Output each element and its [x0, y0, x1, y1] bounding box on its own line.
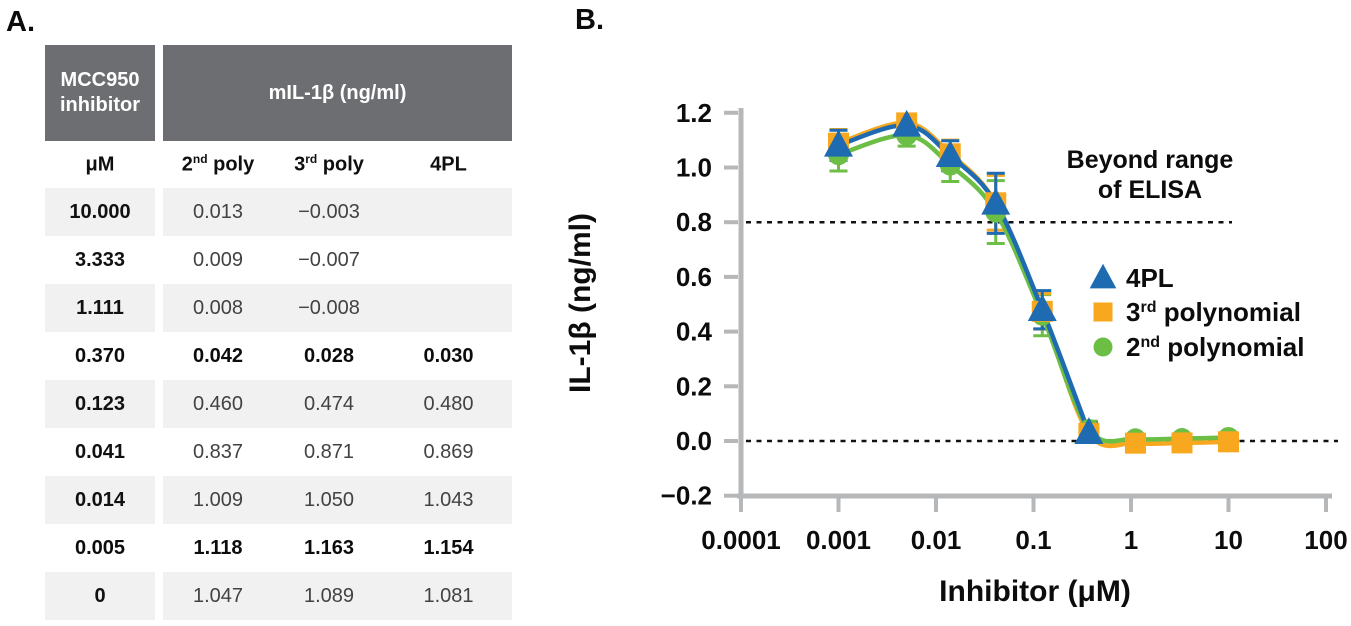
cell-um: 3.333 [45, 236, 163, 284]
cell-2nd-poly: 0.460 [163, 380, 273, 428]
cell-2nd-poly: 0.042 [192, 344, 244, 367]
header-mil1b: mIL-1β (ng/ml) [163, 45, 512, 141]
square-marker [1218, 431, 1239, 453]
circle-marker [1093, 337, 1113, 357]
panel-a-label: A. [6, 6, 35, 38]
cell-4pl: 1.081 [385, 572, 512, 620]
triangle-marker [1027, 294, 1057, 321]
y-tick-label: −0.2 [661, 481, 712, 511]
cell-3rd-poly: 0.028 [303, 344, 355, 367]
y-tick-label: 0.6 [676, 262, 712, 292]
cell-um: 0.123 [45, 380, 163, 428]
table-subheader-row: μM 2nd poly 3rd poly 4PL [45, 141, 512, 188]
y-tick-label: 0.2 [676, 371, 712, 401]
table-row: 0.370 0.042 0.028 0.030 [45, 332, 512, 380]
panel-b-label: B. [575, 4, 604, 36]
y-tick-label: 1.2 [676, 98, 712, 128]
table-row: 0.041 0.837 0.871 0.869 [45, 428, 512, 476]
table-row: 1.111 0.008 −0.008 [45, 284, 512, 332]
cell-um: 0.370 [45, 332, 163, 380]
table-header-row: MCC950 inhibitor mIL-1β (ng/ml) [45, 45, 512, 141]
x-tick-label: 0.01 [911, 525, 962, 555]
x-tick-label: 1 [1124, 525, 1138, 555]
cell-2nd-poly: 0.009 [192, 248, 244, 271]
table-row: 0.014 1.009 1.050 1.043 [45, 476, 512, 524]
x-tick-label: 0.0001 [701, 525, 781, 555]
triangle-marker [892, 109, 922, 137]
cell-3rd-poly: 0.474 [273, 380, 385, 428]
cell-3rd-poly: 1.089 [273, 572, 385, 620]
annotation-beyond-range-line1: Beyond range [1067, 146, 1234, 174]
series-curve-4pl [836, 123, 1092, 436]
cell-um: 0.005 [45, 524, 163, 572]
cell-um: 0 [45, 572, 163, 620]
y-axis-title: IL-1β (ng/ml) [564, 213, 597, 393]
dose-response-chart: 0.0001 0.001 0.01 0.1 1 10 100 1.2 1.0 0.8 0.6 0.4 0… [564, 98, 1348, 608]
triangle-marker [1074, 417, 1104, 445]
x-axis-title: Inhibitor (μM) [939, 575, 1131, 608]
subheader-um: μM [45, 141, 163, 188]
legend-label-4pl: 4PL [1126, 263, 1174, 293]
subheader-2nd-poly: 2nd poly [163, 141, 273, 188]
cell-4pl: 0.480 [385, 380, 512, 428]
triangle-marker [935, 140, 965, 167]
cell-4pl: 1.043 [385, 476, 512, 524]
cell-2nd-poly: 0.008 [163, 284, 273, 332]
triangle-marker [824, 129, 853, 157]
subheader-3rd-poly: 3rd poly [273, 141, 385, 188]
subheader-4pl: 4PL [385, 141, 512, 188]
square-marker [1124, 432, 1146, 454]
x-tick-label: 0.001 [806, 525, 871, 555]
x-tick-label: 100 [1304, 525, 1347, 555]
cell-4pl [385, 284, 512, 332]
cell-4pl: 0.869 [423, 440, 474, 463]
square-marker [1093, 302, 1113, 322]
cell-4pl [385, 236, 512, 284]
cell-um: 1.111 [45, 284, 163, 332]
cell-um: 0.014 [45, 476, 163, 524]
y-tick-label: 0.8 [676, 207, 712, 237]
triangle-marker [981, 187, 1011, 215]
cell-2nd-poly: 1.009 [163, 476, 273, 524]
cell-4pl [385, 188, 512, 236]
x-tick-label: 10 [1214, 525, 1243, 555]
square-marker [1171, 432, 1193, 454]
cell-4pl: 1.154 [423, 536, 474, 559]
cell-3rd-poly: −0.007 [298, 248, 360, 271]
cell-3rd-poly: 1.163 [303, 536, 355, 559]
legend-label-3rd-polynomial: 3rd polynomial [1126, 297, 1301, 327]
y-tick-label: 0.4 [676, 317, 713, 347]
concentration-table: MCC950 inhibitor mIL-1β (ng/ml) μM 2nd p… [45, 45, 512, 620]
cell-2nd-poly: 1.047 [163, 572, 273, 620]
cell-4pl: 0.030 [423, 344, 474, 367]
cell-2nd-poly: 0.013 [163, 188, 273, 236]
x-tick-label: 0.1 [1015, 525, 1051, 555]
table-body: 10.000 0.013 −0.003 3.333 0.009 −0.007 1.111 0.… [45, 188, 512, 620]
y-tick-label: 1.0 [676, 153, 712, 183]
table-row: 0 1.047 1.089 1.081 [45, 572, 512, 620]
cell-um: 0.041 [45, 428, 163, 476]
triangle-marker [1089, 263, 1117, 289]
table-row: 0.005 1.118 1.163 1.154 [45, 524, 512, 572]
cell-3rd-poly: −0.008 [273, 284, 385, 332]
table-row: 3.333 0.009 −0.007 [45, 236, 512, 284]
annotation-beyond-range-line2: of ELISA [1098, 176, 1202, 204]
table-row: 0.123 0.460 0.474 0.480 [45, 380, 512, 428]
y-tick-label: 0.0 [676, 426, 712, 456]
cell-3rd-poly: −0.003 [273, 188, 385, 236]
table-row: 10.000 0.013 −0.003 [45, 188, 512, 236]
cell-3rd-poly: 0.871 [303, 440, 355, 463]
cell-um: 10.000 [45, 188, 163, 236]
cell-2nd-poly: 1.118 [193, 536, 243, 559]
legend-label-2nd-polynomial: 2nd polynomial [1126, 332, 1304, 362]
cell-3rd-poly: 1.050 [273, 476, 385, 524]
cell-2nd-poly: 0.837 [192, 440, 244, 463]
header-mcc950-inhibitor: MCC950 inhibitor [45, 45, 163, 141]
